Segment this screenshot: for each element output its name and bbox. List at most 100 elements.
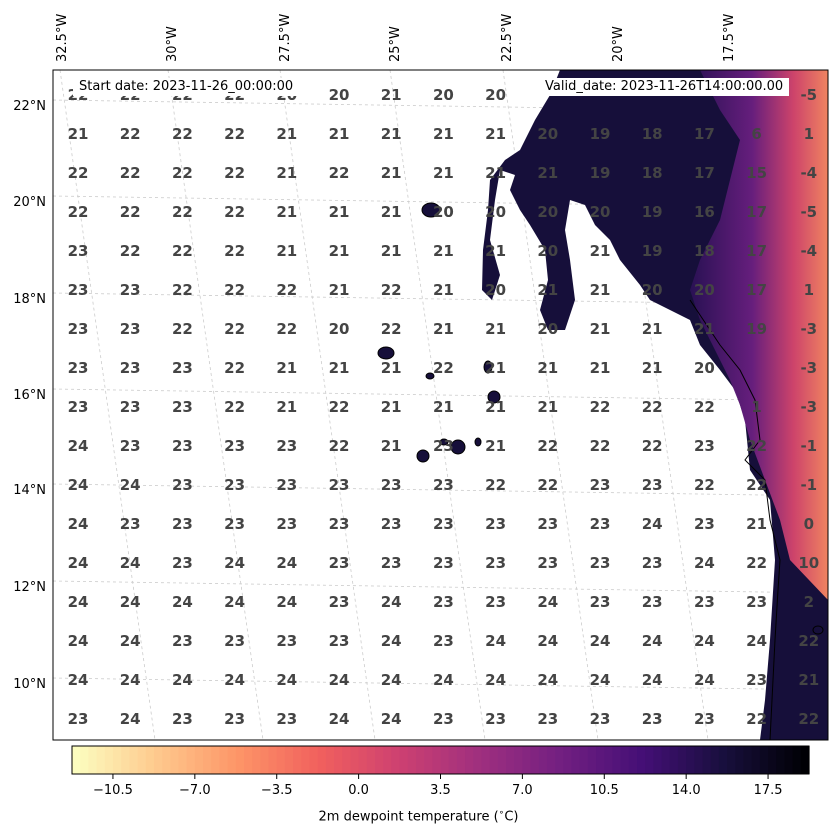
grid-value: 23 [433, 554, 454, 572]
grid-value: 1 [804, 125, 814, 143]
plot-frame [52, 69, 829, 741]
grid-value: 17 [746, 281, 767, 299]
grid-values: 222222222020212020-521222222212121212120… [68, 86, 820, 728]
grid-value: 24 [590, 632, 611, 650]
lon-label: 17.5°W [722, 14, 737, 62]
colorbar-cell [162, 746, 171, 774]
grid-value: 18 [694, 242, 715, 260]
grid-value: 1 [751, 398, 761, 416]
grid-value: 23 [172, 398, 193, 416]
colorbar-cell [465, 746, 474, 774]
grid-value: 22 [642, 398, 663, 416]
colorbar-cell [440, 746, 450, 774]
grid-value: 23 [172, 359, 193, 377]
grid-value: 24 [224, 593, 245, 611]
grid-value: 23 [694, 593, 715, 611]
grid-value: 24 [120, 476, 141, 494]
grid-value: 22 [120, 164, 141, 182]
lat-label: 14°N [13, 483, 46, 498]
grid-value: 23 [746, 593, 767, 611]
colorbar-cell [432, 746, 442, 774]
grid-value: 15 [746, 164, 767, 182]
grid-value: 21 [329, 125, 350, 143]
grid-value: 21 [381, 359, 402, 377]
grid-value: 1 [804, 281, 814, 299]
grid-value: 23 [433, 632, 454, 650]
colorbar-cell [694, 746, 704, 774]
grid-value: 23 [172, 554, 193, 572]
grid-value: 23 [329, 554, 350, 572]
lon-label: 30°W [165, 26, 180, 62]
grid-value: 23 [120, 359, 141, 377]
colorbar-cell [235, 746, 245, 774]
lon-label: 20°W [611, 26, 626, 62]
grid-value: 23 [120, 437, 141, 455]
grid-value: 22 [68, 203, 89, 221]
grid-value: 22 [746, 554, 767, 572]
grid-value: 23 [433, 437, 454, 455]
grid-value: 21 [381, 125, 402, 143]
colorbar-cell [751, 746, 761, 774]
grid-value: 21 [485, 320, 506, 338]
grid-value: 23 [485, 554, 506, 572]
colorbar-tick-label: −3.5 [261, 783, 293, 798]
colorbar-label: 2m dewpoint temperature (∘C) [318, 808, 519, 825]
grid-value: 21 [485, 359, 506, 377]
colorbar-cell [497, 746, 507, 774]
grid-value: 24 [537, 632, 558, 650]
colorbar-cell [677, 746, 687, 774]
latitude-labels: 22°N 20°N 18°N 16°N 14°N 12°N 10°N [13, 99, 46, 692]
colorbar-cell [555, 746, 564, 774]
colorbar-cell [489, 746, 499, 774]
colorbar-cell [276, 746, 286, 774]
grid-value: 23 [224, 515, 245, 533]
grid-value: 24 [590, 671, 611, 689]
grid-value: 24 [329, 710, 350, 728]
colorbar-cell [530, 746, 540, 774]
grid-value: 21 [590, 281, 611, 299]
colorbar-cell [309, 746, 319, 774]
grid-value: 17 [746, 203, 767, 221]
grid-value: 21 [381, 86, 402, 104]
grid-value: 22 [798, 632, 819, 650]
meridian-line [167, 70, 264, 740]
grid-value: 23 [746, 671, 767, 689]
grid-value: 23 [68, 242, 89, 260]
colorbar-tick-label: 0.0 [348, 783, 369, 798]
colorbar-cell [612, 746, 622, 774]
lat-label: 16°N [13, 388, 46, 403]
grid-value: 24 [329, 671, 350, 689]
grid-value: 23 [590, 476, 611, 494]
grid-value: 20 [590, 203, 611, 221]
grid-value: 24 [276, 671, 297, 689]
grid-value: 24 [68, 632, 89, 650]
grid-value: 23 [590, 554, 611, 572]
grid-value: 21 [276, 164, 297, 182]
grid-value: 22 [746, 710, 767, 728]
grid-value: 21 [433, 320, 454, 338]
grid-value: 22 [224, 125, 245, 143]
grid-value: 19 [642, 242, 663, 260]
grid-value: 23 [694, 710, 715, 728]
grid-value: 22 [537, 476, 558, 494]
grid-value: 23 [120, 515, 141, 533]
grid-value: 23 [642, 710, 663, 728]
grid-value: 24 [172, 593, 193, 611]
grid-value: 21 [485, 398, 506, 416]
colorbar-cell [219, 746, 229, 774]
grid-value: 24 [68, 476, 89, 494]
colorbar-tick-label: 10.5 [590, 783, 619, 798]
grid-value: 20 [537, 125, 558, 143]
grid-value: 24 [642, 632, 663, 650]
grid-value: 23 [537, 554, 558, 572]
lon-label: 22.5°W [500, 14, 515, 62]
colorbar-cell [424, 746, 433, 774]
grid-value: 23 [276, 710, 297, 728]
colorbar-cell [735, 746, 745, 774]
grid-value: 2 [804, 593, 814, 611]
grid-value: 24 [694, 554, 715, 572]
grid-value: -1 [800, 437, 817, 455]
grid-value: 24 [433, 671, 454, 689]
grid-value: 23 [68, 710, 89, 728]
grid-value: 24 [120, 554, 141, 572]
